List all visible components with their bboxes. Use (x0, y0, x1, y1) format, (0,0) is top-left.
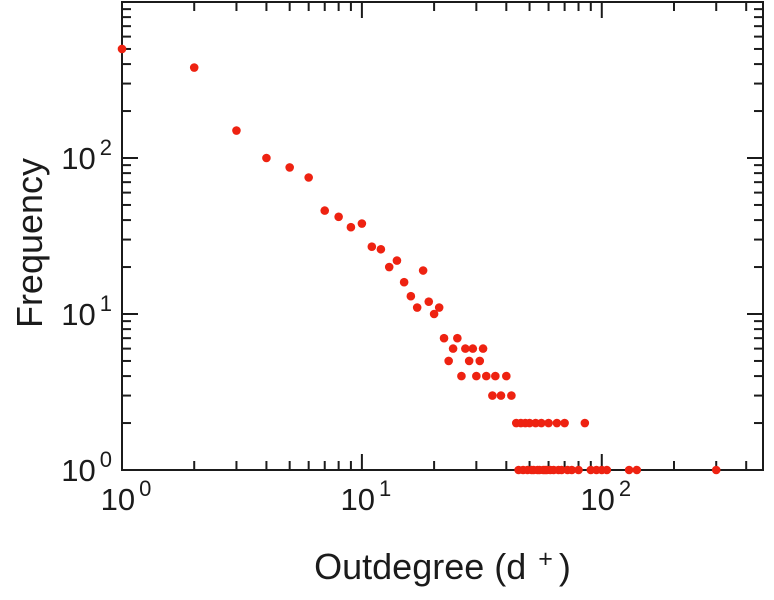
data-point (334, 212, 343, 222)
data-point (424, 297, 434, 306)
y-axis-title-text: Frequency (9, 157, 50, 329)
data-point (457, 371, 466, 381)
data-point (453, 333, 462, 343)
data-point (429, 309, 439, 319)
x-axis-title-suffix: ) (558, 546, 571, 587)
data-point (189, 63, 199, 72)
data-point (574, 465, 583, 475)
x-axis-title-superscript: + (538, 545, 553, 573)
data-point (552, 418, 562, 428)
data-point (399, 277, 409, 287)
data-point (525, 418, 534, 428)
data-point (478, 344, 488, 353)
data-point (262, 153, 271, 163)
y-tick-label: 10 1 (61, 291, 112, 332)
data-point (544, 418, 553, 428)
data-point (502, 371, 511, 381)
data-point (232, 126, 241, 135)
data-point (491, 371, 500, 381)
data-point (580, 418, 590, 428)
data-point (418, 266, 428, 275)
data-point (461, 344, 470, 353)
data-point (468, 344, 478, 353)
data-point (632, 465, 642, 475)
plot-frame (121, 1, 764, 471)
data-point (567, 465, 577, 475)
data-point (602, 465, 612, 475)
data-point (117, 44, 127, 54)
data-point (367, 242, 377, 252)
data-point (320, 206, 330, 215)
x-tick-label: 10 2 (580, 476, 631, 517)
data-point (537, 418, 546, 428)
x-tick-label: 10 0 (101, 476, 152, 517)
data-point (304, 173, 313, 182)
data-point (346, 222, 356, 232)
data-point (448, 344, 458, 353)
data-point (434, 303, 444, 312)
data-point (384, 262, 394, 272)
y-tick-label: 10 2 (61, 135, 112, 176)
data-point (439, 333, 449, 343)
data-point (392, 256, 402, 265)
data-point (472, 371, 481, 381)
data-point (488, 391, 497, 400)
x-tick-label: 10 1 (341, 476, 392, 517)
data-point (406, 291, 416, 301)
data-point (464, 356, 474, 366)
data-point (475, 356, 485, 366)
data-point (496, 391, 506, 400)
data-point (481, 371, 491, 381)
data-point (557, 465, 566, 475)
x-axis-title: Outdegree (d +) (122, 545, 763, 588)
data-point (507, 391, 516, 400)
data-point (357, 219, 367, 228)
data-point (444, 356, 453, 366)
data-point (376, 244, 386, 254)
data-point (560, 418, 569, 428)
data-point (624, 465, 634, 475)
data-point (711, 465, 721, 475)
y-axis-title: Frequency (9, 158, 51, 328)
data-point (412, 303, 422, 312)
data-point (285, 163, 294, 172)
x-axis-title-text: Outdegree (d (314, 546, 527, 587)
